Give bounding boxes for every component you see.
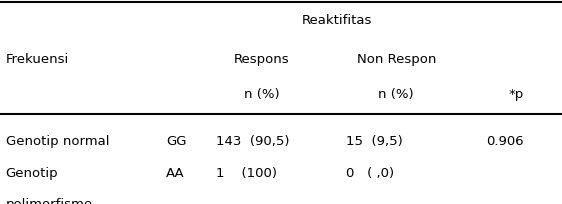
Text: Reaktifitas: Reaktifitas — [302, 14, 373, 27]
Text: Frekuensi: Frekuensi — [6, 53, 69, 66]
Text: n (%): n (%) — [378, 88, 414, 101]
Text: 0.906: 0.906 — [486, 135, 524, 148]
Text: 1    (100): 1 (100) — [216, 167, 278, 180]
Text: Genotip: Genotip — [6, 167, 58, 180]
Text: 15  (9,5): 15 (9,5) — [346, 135, 402, 148]
Text: Respons: Respons — [234, 53, 289, 66]
Text: Non Respon: Non Respon — [356, 53, 436, 66]
Text: GG: GG — [166, 135, 186, 148]
Text: 143  (90,5): 143 (90,5) — [216, 135, 290, 148]
Text: *p: *p — [509, 88, 524, 101]
Text: 0   ( ,0): 0 ( ,0) — [346, 167, 394, 180]
Text: AA: AA — [166, 167, 184, 180]
Text: polimorfisme: polimorfisme — [6, 198, 93, 204]
Text: n (%): n (%) — [243, 88, 279, 101]
Text: Genotip normal: Genotip normal — [6, 135, 109, 148]
